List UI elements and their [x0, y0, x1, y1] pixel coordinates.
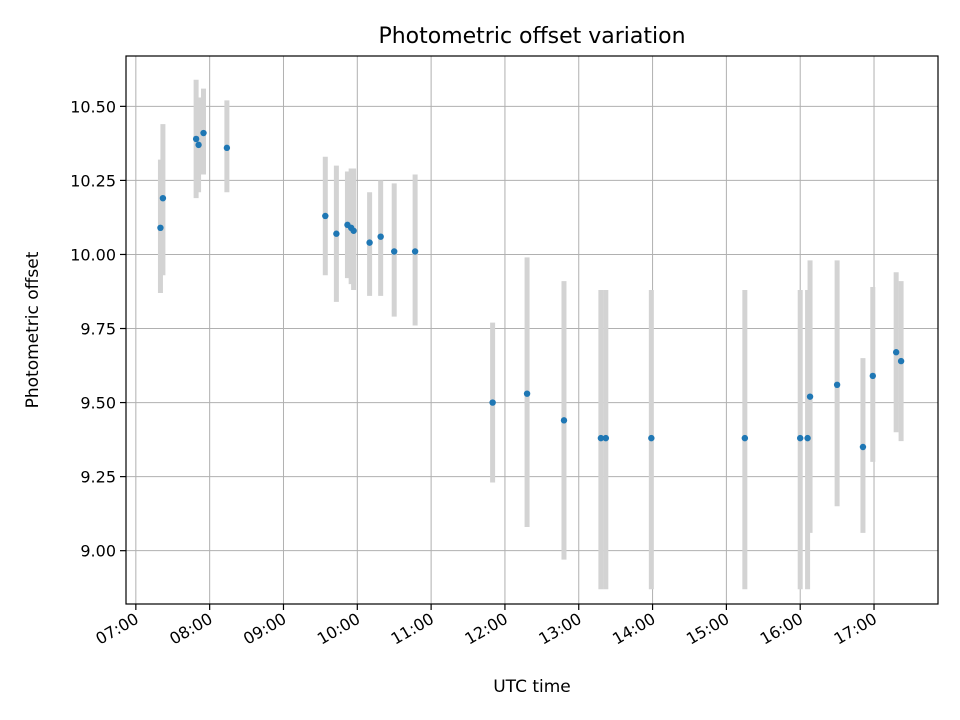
x-tick-label: 09:00	[240, 609, 289, 649]
data-point	[523, 390, 531, 397]
y-tick-label: 9.00	[80, 542, 116, 561]
plot-frame	[125, 55, 939, 605]
grid-lines	[126, 56, 938, 604]
data-point	[366, 239, 373, 246]
data-point	[602, 434, 610, 442]
x-tick-label: 11:00	[388, 609, 437, 649]
data-point	[391, 248, 398, 255]
y-tick-label: 10.50	[70, 97, 116, 116]
data-point	[806, 393, 814, 400]
chart-title: Photometric offset variation	[378, 24, 685, 49]
y-tick-label: 9.25	[80, 468, 116, 487]
error-bars	[157, 79, 904, 590]
y-tick-label: 9.50	[80, 394, 116, 413]
data-point	[157, 224, 164, 232]
data-point	[223, 144, 231, 152]
x-axis-label: UTC time	[493, 677, 571, 697]
data-point	[897, 357, 905, 365]
data-point	[869, 372, 876, 380]
data-point	[892, 349, 900, 356]
x-tick-label: 17:00	[831, 609, 880, 649]
data-point	[195, 141, 202, 149]
data-point	[159, 194, 167, 202]
x-tick-label: 15:00	[683, 609, 732, 649]
data-point	[377, 233, 384, 240]
data-point	[804, 434, 811, 442]
data-point	[411, 248, 419, 255]
data-point	[192, 135, 200, 143]
data-point	[797, 434, 804, 442]
data-point	[489, 399, 496, 406]
x-tick-label: 12:00	[462, 609, 511, 649]
data-point	[200, 129, 207, 137]
x-tick-label: 16:00	[757, 609, 806, 649]
data-point	[322, 212, 329, 220]
data-point	[833, 381, 841, 388]
y-tick-label: 9.75	[80, 320, 116, 339]
x-tick-label: 07:00	[92, 609, 141, 649]
data-point	[859, 443, 867, 451]
y-tick-label: 10.25	[70, 171, 116, 190]
x-tick-label: 10:00	[314, 609, 363, 649]
y-tick-label: 10.00	[70, 245, 116, 264]
y-axis-label: Photometric offset	[23, 251, 43, 408]
data-point	[741, 434, 749, 442]
data-point	[333, 230, 340, 237]
data-point	[560, 417, 568, 424]
data-points	[157, 129, 905, 451]
data-point	[350, 227, 357, 234]
data-point	[597, 434, 605, 442]
data-point	[648, 434, 655, 442]
x-tick-label: 14:00	[609, 609, 658, 649]
x-tick-label: 08:00	[166, 609, 215, 649]
x-tick-label: 13:00	[535, 609, 584, 649]
